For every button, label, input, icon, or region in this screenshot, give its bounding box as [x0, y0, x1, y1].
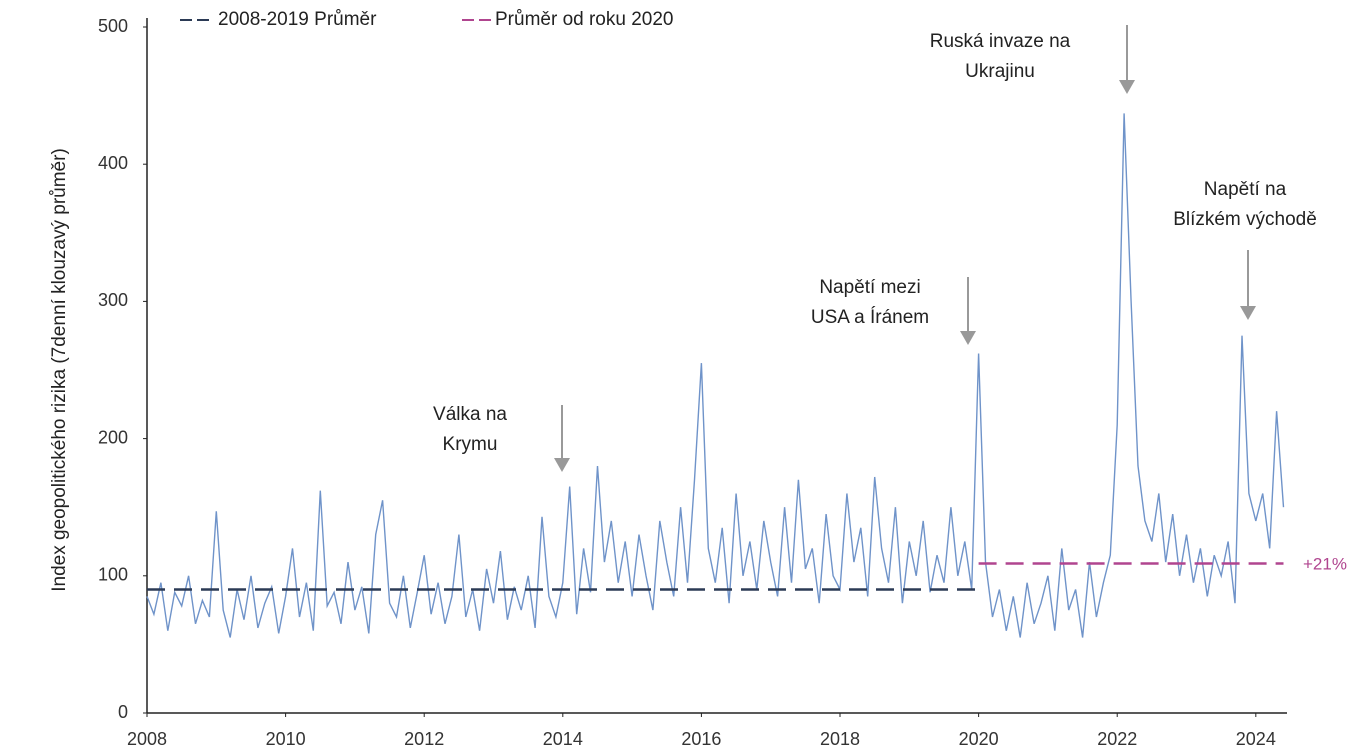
annotation: Ukrajinu	[965, 61, 1035, 82]
x-tick-label: 2012	[404, 729, 444, 749]
y-tick-label: 0	[118, 702, 128, 722]
annotation-arrowhead	[1119, 80, 1135, 94]
y-tick-label: 500	[98, 16, 128, 36]
annotation-arrowhead	[1240, 306, 1256, 320]
x-tick-label: 2022	[1097, 729, 1137, 749]
y-tick-label: 300	[98, 290, 128, 310]
y-tick-label: 400	[98, 153, 128, 173]
annotation: Blízkém východě	[1173, 209, 1317, 230]
x-tick-label: 2008	[127, 729, 167, 749]
annotation: Ruská invaze na	[930, 31, 1071, 52]
annotation: USA a Íránem	[811, 307, 929, 328]
series-line	[146, 113, 1285, 638]
x-tick-label: 2016	[681, 729, 721, 749]
annotation: Napětí na	[1204, 179, 1287, 200]
annotation: Válka na	[433, 404, 507, 425]
x-tick-label: 2018	[820, 729, 860, 749]
legend-label: Průměr od roku 2020	[495, 9, 674, 30]
annotation: Napětí mezi	[819, 277, 920, 298]
y-tick-label: 200	[98, 427, 128, 447]
annotation-arrowhead	[960, 331, 976, 345]
series-label: +21%	[1303, 554, 1347, 573]
annotation: Krymu	[443, 434, 498, 455]
x-tick-label: 2024	[1236, 729, 1276, 749]
x-tick-label: 2010	[266, 729, 306, 749]
x-tick-label: 2014	[543, 729, 583, 749]
annotation-arrowhead	[554, 458, 570, 472]
x-tick-label: 2020	[959, 729, 999, 749]
y-axis-label: Index geopolitického rizika (7denní klou…	[49, 148, 70, 592]
legend-label: 2008-2019 Průměr	[218, 9, 377, 30]
y-tick-label: 100	[98, 565, 128, 585]
